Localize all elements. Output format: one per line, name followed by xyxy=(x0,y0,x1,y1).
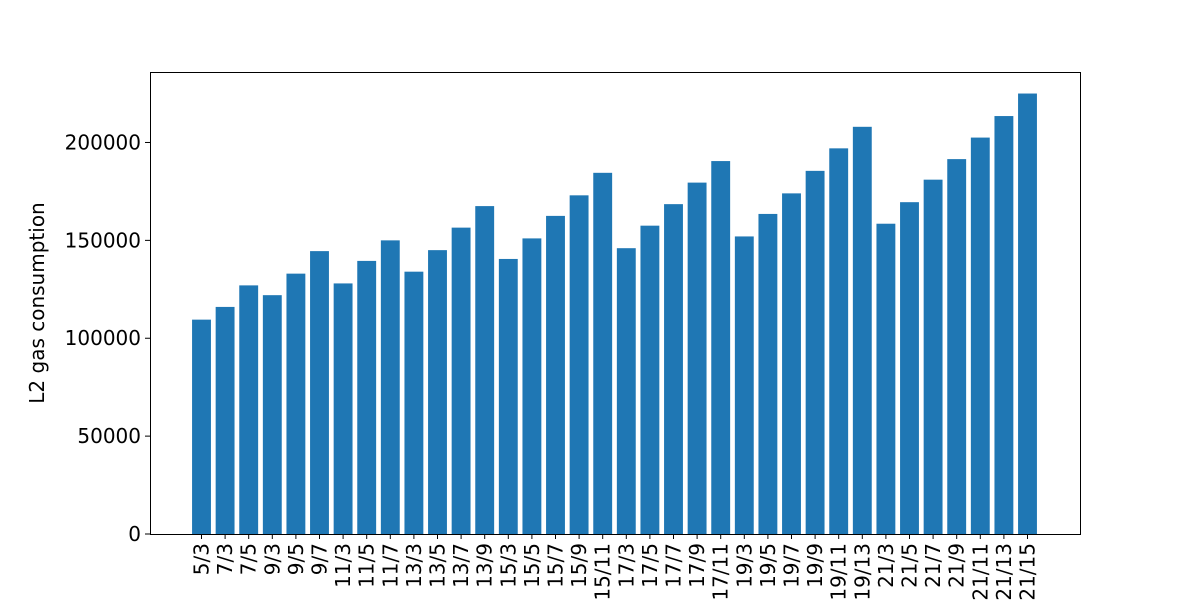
x-tick-label: 9/3 xyxy=(260,543,284,575)
bar-15-5 xyxy=(522,238,542,534)
bar-11-3 xyxy=(333,283,353,534)
bar-9-3 xyxy=(262,295,282,534)
x-tick-label: 17/3 xyxy=(614,543,638,588)
bar-11-5 xyxy=(357,260,377,534)
bar-11-7 xyxy=(380,240,400,535)
bar-19-13 xyxy=(852,126,872,534)
bar-15-7 xyxy=(546,215,565,534)
x-tick-label: 17/5 xyxy=(638,543,662,588)
x-tick-label: 13/9 xyxy=(473,543,497,588)
bars-layer xyxy=(192,93,1037,535)
y-tick-label: 100000 xyxy=(65,326,141,350)
x-tick-label: 15/5 xyxy=(520,543,544,588)
bar-13-5 xyxy=(428,250,447,534)
x-tick-label: 5/3 xyxy=(190,543,214,575)
x-tick-label: 21/15 xyxy=(1016,543,1040,600)
bar-13-7 xyxy=(451,227,471,534)
bar-15-3 xyxy=(498,258,518,534)
plot-area-frame xyxy=(150,72,1081,535)
x-tick-label: 21/3 xyxy=(874,543,898,588)
x-tick-label: 9/7 xyxy=(308,543,332,575)
bar-13-3 xyxy=(404,271,424,534)
y-tick-label: 0 xyxy=(128,522,141,546)
x-tick-label: 17/9 xyxy=(685,543,709,588)
x-axis: 5/3 7/3 7/5 9/3 9/5 9/7 11/3 11/5 11/7 13/3 13/5 13… xyxy=(190,534,1040,600)
bar-17-3 xyxy=(616,248,636,534)
bar-9-5 xyxy=(286,273,306,534)
bar-5-3 xyxy=(192,319,211,534)
x-tick-label: 17/11 xyxy=(709,543,733,600)
x-tick-label: 11/3 xyxy=(331,543,355,588)
x-tick-label: 19/3 xyxy=(732,543,756,588)
x-tick-label: 7/3 xyxy=(213,543,237,575)
x-tick-label: 13/5 xyxy=(426,543,450,588)
bar-9-7 xyxy=(310,251,329,534)
x-tick-label: 19/9 xyxy=(803,543,827,588)
bar-19-5 xyxy=(758,213,778,534)
bar-21-11 xyxy=(970,137,990,534)
x-tick-label: 21/9 xyxy=(945,543,969,588)
y-tick-label: 50000 xyxy=(77,424,141,448)
x-tick-label: 21/13 xyxy=(992,543,1016,600)
x-tick-label: 11/7 xyxy=(378,543,402,588)
bar-19-7 xyxy=(782,193,801,534)
bar-19-11 xyxy=(829,148,849,534)
x-tick-label: 19/13 xyxy=(850,543,874,600)
x-tick-label: 9/5 xyxy=(284,543,308,575)
bar-13-9 xyxy=(475,206,495,534)
x-tick-label: 19/7 xyxy=(780,543,804,588)
bar-19-3 xyxy=(734,236,754,534)
bar-15-9 xyxy=(569,195,589,534)
x-tick-label: 19/11 xyxy=(827,543,851,600)
y-tick-label: 200000 xyxy=(65,130,141,154)
bar-21-7 xyxy=(923,179,943,535)
bar-17-7 xyxy=(664,204,683,534)
bar-17-11 xyxy=(711,161,731,534)
bar-15-11 xyxy=(593,172,613,534)
y-axis: 0 50000 100000 150000 200000 xyxy=(65,130,150,546)
x-tick-label: 13/7 xyxy=(449,543,473,588)
bar-7-5 xyxy=(239,285,259,534)
bar-7-3 xyxy=(215,306,235,534)
bar-19-9 xyxy=(805,170,825,535)
x-tick-label: 15/9 xyxy=(567,543,591,588)
x-tick-label: 17/7 xyxy=(662,543,686,588)
y-axis-title: L2 gas consumption xyxy=(25,202,49,403)
bar-17-9 xyxy=(687,182,707,535)
bar-21-9 xyxy=(947,159,967,535)
x-tick-label: 15/7 xyxy=(544,543,568,588)
x-tick-label: 7/5 xyxy=(237,543,261,575)
x-tick-label: 21/7 xyxy=(921,543,945,588)
x-tick-label: 15/11 xyxy=(591,543,615,600)
bar-21-3 xyxy=(876,223,896,534)
bar-21-5 xyxy=(900,202,919,534)
y-tick-label: 150000 xyxy=(65,228,141,252)
x-tick-label: 15/3 xyxy=(496,543,520,588)
x-tick-label: 11/5 xyxy=(355,543,379,588)
bar-21-13 xyxy=(994,116,1014,535)
x-tick-label: 21/11 xyxy=(968,543,992,600)
x-tick-label: 21/5 xyxy=(898,543,922,588)
x-tick-label: 13/3 xyxy=(402,543,426,588)
bar-17-5 xyxy=(640,225,660,535)
x-tick-label: 19/5 xyxy=(756,543,780,588)
bar-21-15 xyxy=(1018,93,1037,534)
